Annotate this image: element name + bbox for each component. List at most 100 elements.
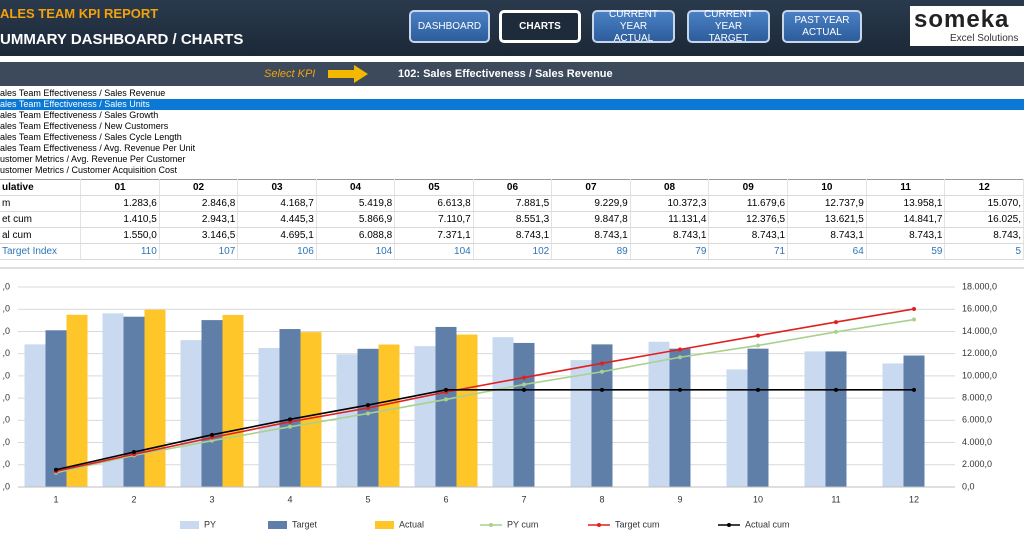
table-cell: 13.621,5 bbox=[787, 211, 867, 228]
table-cell: 79 bbox=[630, 243, 710, 260]
table-cell: 4.695,1 bbox=[237, 227, 317, 244]
table-row: et cum 1.410,5 2.943,1 4.445,3 5.866,9 7.110,… bbox=[0, 211, 1024, 228]
nav-button[interactable]: CURRENT YEAR ACTUAL bbox=[592, 9, 675, 44]
line-point bbox=[54, 467, 58, 472]
table-cell: 6.613,8 bbox=[394, 195, 474, 212]
line-point bbox=[210, 435, 214, 440]
table-cell: 5.866,9 bbox=[316, 211, 396, 228]
line-point bbox=[912, 306, 916, 311]
line-point bbox=[678, 355, 682, 360]
line-point bbox=[756, 333, 760, 338]
line-point bbox=[288, 417, 292, 422]
legend-swatch bbox=[375, 521, 394, 529]
kpi-list-item[interactable]: ales Team Effectiveness / Avg. Revenue P… bbox=[0, 143, 196, 153]
x-tick-label: 8 bbox=[599, 494, 604, 504]
kpi-list-item[interactable]: ustomer Metrics / Avg. Revenue Per Custo… bbox=[0, 154, 186, 164]
kpi-list-item[interactable]: ales Team Effectiveness / Sales Cycle Le… bbox=[0, 132, 182, 142]
table-row: al cum 1.550,0 3.146,5 4.695,1 6.088,8 7.371,… bbox=[0, 227, 1024, 244]
table-row: Target Index 110 107 106 104 104 102 89 79 71 64 59… bbox=[0, 243, 1024, 260]
chart: ,0 ,0 ,0 ,0 ,0 ,0 ,0 ,0 ,0 ,0 0,0 2.000,0 4.000,0 6.0… bbox=[0, 267, 1024, 529]
table-cell: 89 bbox=[551, 243, 631, 260]
kpi-list-item[interactable]: ales Team Effectiveness / Sales Units bbox=[0, 99, 1024, 110]
logo: someka Excel Solutions bbox=[910, 6, 1024, 46]
y-tick-label: ,0 bbox=[2, 348, 10, 358]
header-cell: 09 bbox=[708, 179, 789, 196]
y-tick-label: ,0 bbox=[2, 304, 10, 314]
line-point bbox=[600, 369, 604, 374]
table-cell: 110 bbox=[80, 243, 160, 260]
bar bbox=[414, 346, 436, 487]
y-tick-label: ,0 bbox=[2, 281, 10, 291]
y2-tick-label: 6.000,0 bbox=[962, 415, 992, 425]
line-point bbox=[522, 382, 526, 387]
kpi-list-item[interactable]: ales Team Effectiveness / New Customers bbox=[0, 121, 169, 131]
table-cell: 5 bbox=[944, 243, 1024, 260]
header-cell: 12 bbox=[944, 179, 1024, 196]
y2-tick-label: 14.000,0 bbox=[962, 326, 997, 336]
table-cell: 59 bbox=[866, 243, 946, 260]
x-tick-label: 11 bbox=[831, 494, 840, 504]
bar bbox=[435, 326, 457, 487]
y-tick-label: ,0 bbox=[2, 437, 10, 447]
line bbox=[55, 308, 915, 473]
table-cell: 8.743,1 bbox=[630, 227, 710, 244]
bar bbox=[747, 348, 769, 487]
bar bbox=[591, 344, 613, 487]
table-cell: 71 bbox=[708, 243, 789, 260]
table-cell: 7.881,5 bbox=[473, 195, 553, 212]
kpi-value[interactable]: 102: Sales Effectiveness / Sales Revenue bbox=[398, 68, 613, 80]
line-point bbox=[756, 387, 760, 392]
line-point bbox=[366, 411, 370, 416]
y2-tick-label: 18.000,0 bbox=[962, 281, 997, 291]
x-tick-label: 10 bbox=[753, 494, 763, 504]
table-cell: 9.229,9 bbox=[551, 195, 631, 212]
y-tick-label: ,0 bbox=[2, 326, 10, 336]
kpi-list-item[interactable]: ales Team Effectiveness / Sales Growth bbox=[0, 110, 159, 120]
cumulative-table: ulative 01 02 03 04 05 06 07 08 09 10 11 12 m 1.283,6 2… bbox=[0, 179, 1024, 260]
bar bbox=[570, 360, 592, 487]
kpi-list-item[interactable]: ales Team Effectiveness / Sales Revenue bbox=[0, 88, 166, 98]
line-point bbox=[522, 375, 526, 380]
nav-button[interactable]: CHARTS bbox=[499, 10, 581, 43]
header-cell: 01 bbox=[80, 179, 160, 196]
y2-tick-label: 12.000,0 bbox=[962, 348, 997, 358]
legend-swatch bbox=[180, 521, 199, 529]
header-cell: 03 bbox=[237, 179, 317, 196]
y-tick-label: ,0 bbox=[2, 481, 10, 491]
table-cell: 4.168,7 bbox=[237, 195, 317, 212]
header-cell: 06 bbox=[473, 179, 553, 196]
bar bbox=[669, 348, 691, 487]
table-cell: 4.445,3 bbox=[237, 211, 317, 228]
x-tick-label: 3 bbox=[209, 494, 214, 504]
table-cell: 104 bbox=[394, 243, 474, 260]
nav-button[interactable]: DASHBOARD bbox=[409, 10, 490, 43]
line-point bbox=[210, 432, 214, 437]
bar bbox=[648, 341, 670, 487]
nav-button[interactable]: PAST YEAR ACTUAL bbox=[782, 10, 862, 43]
logo-tagline: Excel Solutions bbox=[950, 33, 1019, 44]
kpi-list-item[interactable]: ustomer Metrics / Customer Acquisition C… bbox=[0, 165, 178, 175]
legend-marker bbox=[727, 523, 731, 527]
line-point bbox=[600, 387, 604, 392]
legend-label: Actual cum bbox=[745, 519, 790, 529]
line-point bbox=[444, 387, 448, 392]
bar bbox=[456, 334, 478, 487]
header: ALES TEAM KPI REPORT UMMARY DASHBOARD / … bbox=[0, 0, 1024, 56]
line-point bbox=[912, 387, 916, 392]
bar bbox=[258, 347, 280, 487]
arrow bbox=[328, 65, 368, 83]
nav-button[interactable]: CURRENT YEAR TARGET bbox=[687, 9, 770, 44]
kpi-selector: Select KPI 102: Sales Effectiveness / Sa… bbox=[0, 62, 1024, 86]
header-cell: 11 bbox=[866, 179, 946, 196]
y2-tick-label: 8.000,0 bbox=[962, 392, 992, 402]
y-tick-label: ,0 bbox=[2, 459, 10, 469]
line-point bbox=[444, 397, 448, 402]
line-point bbox=[600, 361, 604, 366]
y2-tick-label: 16.000,0 bbox=[962, 304, 997, 314]
line-point bbox=[366, 403, 370, 408]
x-tick-label: 4 bbox=[287, 494, 292, 504]
bar bbox=[180, 340, 202, 487]
line-point bbox=[210, 438, 214, 443]
report-subtitle: UMMARY DASHBOARD / CHARTS bbox=[0, 31, 244, 48]
table-cell: 2.943,1 bbox=[159, 211, 239, 228]
